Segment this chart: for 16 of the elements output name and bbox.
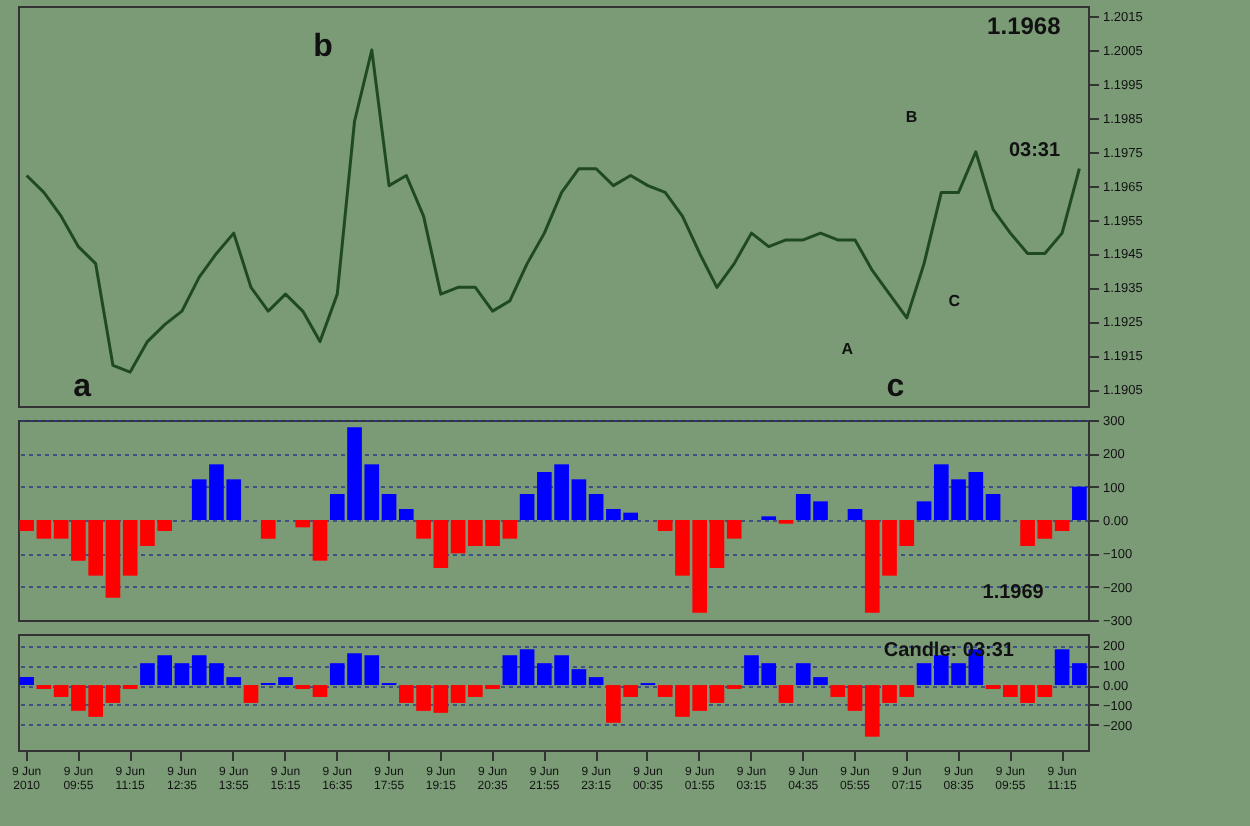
bar (260, 520, 276, 539)
bar (19, 677, 34, 686)
annotation: Candle: 03:31 (883, 640, 1015, 663)
annotation: 1.1969 (982, 582, 1045, 604)
bar (847, 509, 863, 520)
annotation: C (948, 292, 961, 310)
annotation: c (886, 370, 905, 404)
bar (243, 685, 259, 703)
annotation: 1.1968 (987, 12, 1062, 40)
bar (1072, 486, 1087, 520)
annotation: 03:31 (1008, 140, 1061, 162)
annotation: a (73, 370, 92, 404)
annotation: A (841, 340, 854, 358)
annotation: B (905, 108, 918, 126)
annotation: b (313, 30, 334, 64)
bar (778, 685, 794, 703)
